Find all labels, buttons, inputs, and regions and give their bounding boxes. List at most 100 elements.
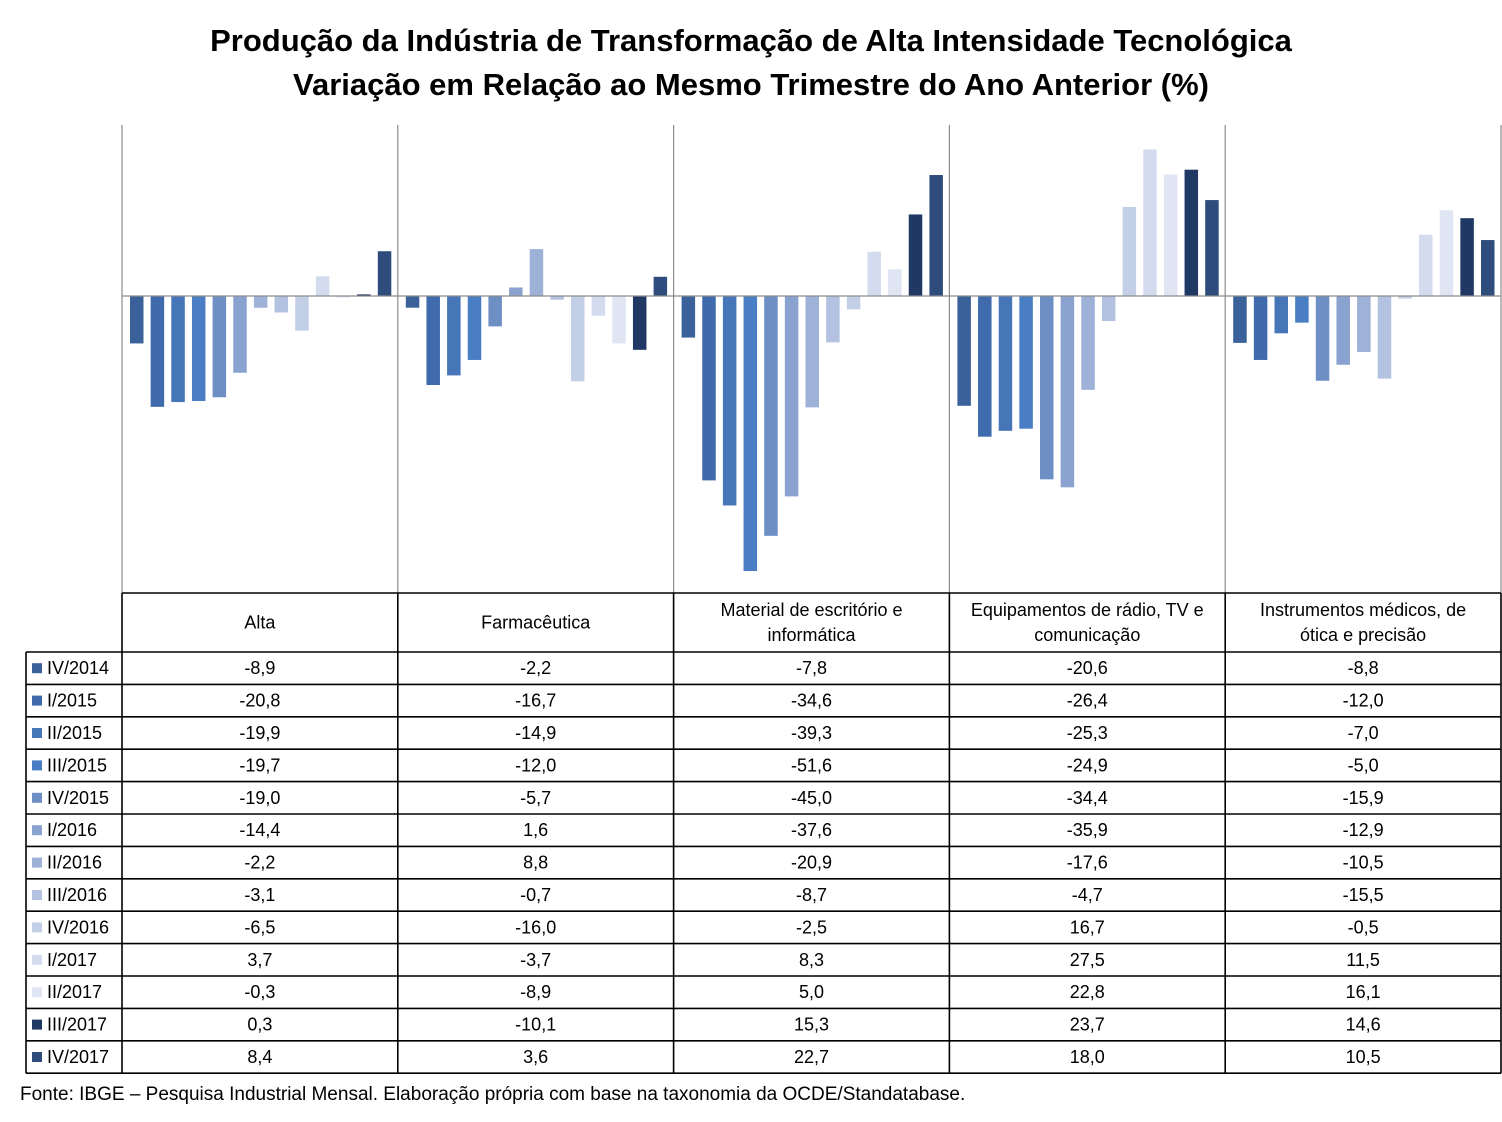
data-label: 5,0 (799, 982, 824, 1002)
data-label: -4,7 (1072, 885, 1103, 905)
data-label: -3,1 (244, 885, 275, 905)
bar (722, 296, 737, 506)
bar (171, 296, 185, 403)
bar (447, 296, 461, 376)
bar (653, 276, 668, 296)
data-label: 11,5 (1346, 950, 1380, 970)
data-label: -8,9 (244, 658, 275, 678)
legend-swatch (32, 1052, 42, 1062)
bar (1019, 296, 1033, 429)
legend-label: III/2016 (47, 885, 107, 905)
data-label: 22,7 (794, 1047, 829, 1067)
data-label: -25,3 (1067, 723, 1108, 743)
bar (1163, 174, 1178, 296)
bar (591, 296, 606, 316)
data-label: -12,0 (515, 755, 556, 775)
data-label: -0,5 (1348, 917, 1379, 937)
category-label: Farmacêutica (481, 613, 591, 633)
legend-swatch (32, 728, 42, 738)
data-label: -8,7 (796, 885, 827, 905)
bar (805, 296, 819, 408)
bar (784, 296, 799, 497)
legend-swatch (32, 954, 42, 965)
category-label: Alta (244, 613, 276, 633)
data-label: 23,7 (1070, 1015, 1105, 1035)
legend-label: IV/2016 (47, 917, 109, 937)
bar (1060, 296, 1075, 488)
bar (1233, 296, 1247, 343)
legend-label: I/2017 (47, 950, 97, 970)
bar (1398, 296, 1412, 299)
bar (978, 296, 992, 437)
bar (1122, 207, 1137, 296)
bar (1377, 296, 1392, 379)
bar (295, 296, 309, 331)
category-label: Equipamentos de rádio, TV e (971, 600, 1204, 620)
data-label: -37,6 (791, 820, 832, 840)
data-label: -19,9 (239, 723, 280, 743)
bar (571, 296, 585, 382)
bar (130, 296, 144, 344)
data-label: -14,9 (515, 723, 556, 743)
bar (632, 296, 647, 350)
data-label: -6,5 (244, 917, 275, 937)
data-label: -5,0 (1348, 755, 1379, 775)
bar (1295, 296, 1309, 323)
data-label: -10,1 (515, 1015, 556, 1035)
data-label: -15,9 (1343, 788, 1384, 808)
bar (929, 175, 943, 296)
data-label: -5,7 (520, 788, 551, 808)
bar (1143, 149, 1157, 296)
bar (357, 294, 371, 296)
data-label: -2,2 (244, 853, 275, 873)
data-label: 8,8 (523, 853, 548, 873)
bar (426, 296, 440, 385)
data-label: -20,6 (1067, 658, 1108, 678)
data-label: 0,3 (247, 1015, 272, 1035)
data-label: -34,4 (1067, 788, 1108, 808)
data-label: -39,3 (791, 723, 832, 743)
bar (1274, 296, 1288, 334)
data-label: -3,7 (520, 950, 551, 970)
data-label: -7,0 (1348, 723, 1379, 743)
bar (1040, 296, 1054, 480)
data-label: 8,4 (247, 1047, 272, 1067)
data-label: -16,0 (515, 917, 556, 937)
bar (336, 296, 350, 298)
legend-swatch (32, 663, 42, 674)
data-label: 8,3 (799, 950, 824, 970)
bar (315, 276, 330, 296)
data-label: -12,0 (1343, 691, 1384, 711)
category-label: ótica e precisão (1300, 625, 1426, 645)
data-label: -19,7 (239, 755, 280, 775)
data-label: 27,5 (1070, 950, 1105, 970)
bar (764, 296, 778, 536)
data-label: -14,4 (239, 820, 280, 840)
category-label: Material de escritório e (720, 600, 902, 620)
data-label: -51,6 (791, 755, 832, 775)
chart-subtitle: Variação em Relação ao Mesmo Trimestre d… (293, 67, 1209, 102)
bar (1336, 296, 1350, 365)
data-label: 10,5 (1346, 1047, 1381, 1067)
data-label: -10,5 (1343, 853, 1384, 873)
data-label: -34,6 (791, 691, 832, 711)
bar (1101, 296, 1116, 322)
category-label: Instrumentos médicos, de (1260, 600, 1466, 620)
data-label: 3,6 (523, 1047, 548, 1067)
bar (253, 296, 268, 308)
data-label: 15,3 (794, 1015, 829, 1035)
data-label: -20,9 (791, 853, 832, 873)
data-label: -7,8 (796, 658, 827, 678)
bar (1419, 234, 1433, 296)
bar (191, 296, 206, 401)
legend-swatch (32, 890, 42, 900)
bar (550, 296, 564, 300)
data-label: 18,0 (1070, 1047, 1105, 1067)
bar (529, 249, 544, 296)
bar (998, 296, 1013, 431)
data-label: 3,7 (247, 950, 272, 970)
legend-label: IV/2015 (47, 788, 109, 808)
legend-swatch (32, 695, 42, 706)
bar (867, 251, 881, 296)
